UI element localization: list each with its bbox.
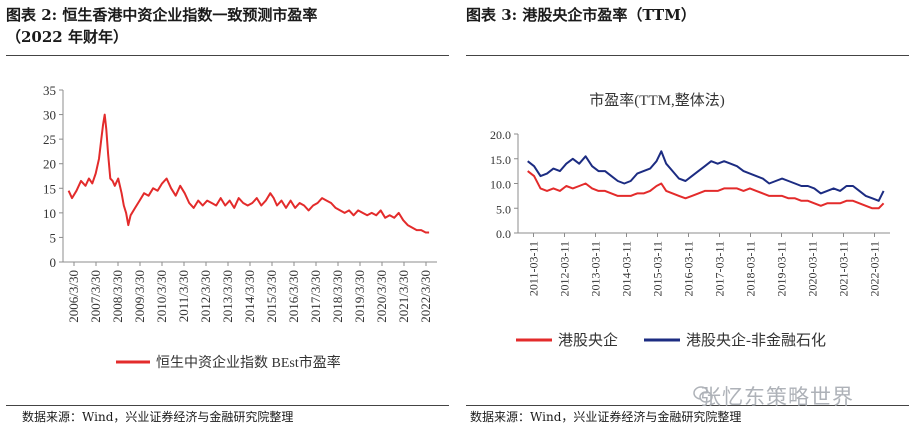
x-tick-label: 2014/3/30 — [242, 270, 257, 323]
legend-label-1: 恒生中资企业指数 BEst市盈率 — [156, 354, 341, 371]
x-tick-label: 2008/3/30 — [110, 270, 125, 323]
left-top-rule — [6, 55, 449, 56]
left-pe-chart: 0 5 10 15 20 25 30 35 2006/3/30 2007/3/30 2008/3/3… — [43, 83, 437, 371]
left-title-line1: 图表 2: 恒生香港中资企业指数一致预测市盈率 — [6, 6, 318, 24]
y-tick-label: 5.0 — [496, 202, 511, 216]
right-pe-chart: 市盈率(TTM,整体法) 0.0 5.0 10.0 15.0 20.0 2011-03-1… — [490, 92, 890, 349]
x-tick-label: 2016/3/30 — [286, 270, 301, 323]
left-chart-title: 图表 2: 恒生香港中资企业指数一致预测市盈率 （2022 年财年） — [6, 4, 317, 48]
x-tick-label: 2013-03-11 — [589, 241, 603, 297]
y-tick-label: 15.0 — [490, 153, 511, 167]
legend-label-2: 港股央企-非金融石化 — [686, 331, 826, 349]
wechat-icon — [693, 386, 713, 403]
x-tick-label: 2018/3/30 — [330, 270, 345, 323]
x-tick-label: 2022-03-11 — [868, 241, 882, 297]
x-tick-label: 2015/3/30 — [264, 270, 279, 323]
x-tick-label: 2011-03-11 — [527, 241, 541, 296]
x-tick-label: 2006/3/30 — [66, 270, 81, 323]
x-tick-label: 2021-03-11 — [837, 241, 851, 297]
y-tick-label: 25 — [43, 132, 56, 147]
y-tick-label: 10 — [43, 206, 56, 221]
right-title-line1: 图表 3: 港股央企市盈率（TTM） — [466, 6, 696, 24]
right-source-note: 数据来源：Wind，兴业证券经济与金融研究院整理 — [470, 410, 742, 424]
y-tick-label: 30 — [43, 108, 56, 123]
x-tick-label: 2020-03-11 — [806, 241, 820, 297]
x-tick-label: 2013/3/30 — [220, 270, 235, 323]
series-line-1 — [527, 170, 885, 210]
y-tick-label: 20.0 — [490, 128, 511, 142]
watermark-text: 张忆东策略世界 — [700, 385, 854, 409]
left-bottom-rule — [6, 405, 449, 406]
x-tick-label: 2019/3/30 — [352, 270, 367, 323]
x-tick-label: 2018-03-11 — [744, 241, 758, 297]
x-tick-label: 2017-03-11 — [713, 241, 727, 297]
y-tick-label: 5 — [50, 230, 57, 245]
x-tick-label: 2007/3/30 — [88, 270, 103, 323]
y-tick-label: 0.0 — [496, 227, 511, 241]
x-tick-label: 2012-03-11 — [558, 241, 572, 297]
x-tick-label: 2021/3/30 — [396, 270, 411, 323]
x-tick-label: 2017/3/30 — [308, 270, 323, 323]
x-tick-label: 2020/3/30 — [374, 270, 389, 323]
right-bottom-rule — [466, 405, 909, 406]
y-tick-label: 15 — [43, 181, 56, 196]
y-tick-label: 20 — [43, 157, 56, 172]
series-line-1 — [67, 113, 430, 234]
left-title-line2: （2022 年财年） — [6, 28, 128, 46]
x-tick-label: 2009/3/30 — [132, 270, 147, 323]
right-chart-title: 图表 3: 港股央企市盈率（TTM） — [466, 4, 696, 26]
right-top-rule — [466, 55, 909, 56]
y-tick-label: 0 — [50, 255, 57, 270]
x-tick-label: 2014-03-11 — [620, 241, 634, 297]
y-tick-label: 10.0 — [490, 178, 511, 192]
y-tick-label: 35 — [43, 83, 56, 98]
x-tick-label: 2010/3/30 — [154, 270, 169, 323]
legend-label-1: 港股央企 — [558, 331, 618, 349]
right-chart-inner-title: 市盈率(TTM,整体法) — [589, 92, 724, 109]
x-tick-label: 2012/3/30 — [198, 270, 213, 323]
x-tick-label: 2019-03-11 — [775, 241, 789, 297]
x-tick-label: 2016-03-11 — [682, 241, 696, 297]
x-tick-label: 2015-03-11 — [651, 241, 665, 297]
left-source-note: 数据来源：Wind，兴业证券经济与金融研究院整理 — [22, 410, 294, 424]
x-tick-label: 2011/3/30 — [176, 270, 191, 322]
series-line-2 — [527, 150, 885, 202]
x-tick-label: 2022/3/30 — [418, 270, 433, 323]
